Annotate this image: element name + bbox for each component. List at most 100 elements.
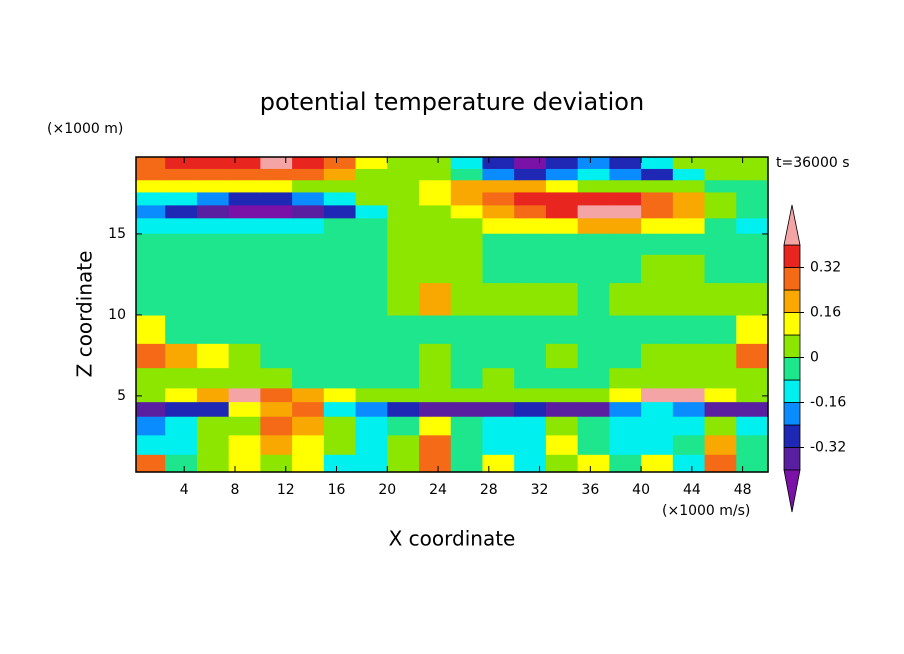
contour-cell xyxy=(387,343,420,369)
contour-cell xyxy=(260,454,293,473)
contour-cell xyxy=(228,191,261,206)
contour-cell xyxy=(355,233,388,255)
contour-cell xyxy=(514,367,547,389)
contour-cell xyxy=(196,282,230,316)
contour-cell xyxy=(355,387,388,403)
contour-cell xyxy=(228,233,261,255)
contour-cell xyxy=(419,233,452,255)
contour-cell xyxy=(292,387,325,403)
contour-cell xyxy=(355,343,388,369)
contour-cell xyxy=(260,434,293,455)
contour-cell xyxy=(450,282,484,316)
contour-cell xyxy=(482,157,515,169)
contour-cell xyxy=(482,434,515,455)
contour-cell xyxy=(609,416,642,436)
contour-cell xyxy=(260,179,293,193)
contour-cell xyxy=(165,387,198,403)
contour-cell xyxy=(672,343,706,369)
contour-cell xyxy=(450,401,484,417)
contour-cell xyxy=(165,343,198,369)
contour-cell xyxy=(323,168,357,181)
contour-cell xyxy=(641,191,674,206)
contour-cell xyxy=(736,387,769,403)
contour-cell xyxy=(387,416,420,436)
contour-cell xyxy=(387,401,420,417)
contour-cell xyxy=(609,314,642,344)
contour-cell xyxy=(419,454,452,473)
contour-cell xyxy=(228,454,261,473)
contour-cell xyxy=(736,401,769,417)
contour-cell xyxy=(450,191,484,206)
contour-cell xyxy=(641,217,674,234)
contour-cell xyxy=(545,367,579,389)
contour-cell xyxy=(641,343,674,369)
contour-cell xyxy=(260,254,293,284)
contour-cell xyxy=(577,282,610,316)
contour-cell xyxy=(136,204,166,219)
y-tick-label: 5 xyxy=(117,388,126,404)
contour-cell xyxy=(545,434,579,455)
x-tick-label: 16 xyxy=(328,482,346,498)
contour-cell xyxy=(672,204,706,219)
contour-cell xyxy=(545,343,579,369)
contour-cell xyxy=(419,387,452,403)
contour-cell xyxy=(355,254,388,284)
contour-cell xyxy=(450,314,484,344)
contour-cell xyxy=(136,343,166,369)
contour-cell xyxy=(641,454,674,473)
contour-cell xyxy=(609,454,642,473)
contour-cell xyxy=(704,367,737,389)
contour-cell xyxy=(704,254,737,284)
contour-cell xyxy=(323,157,357,169)
contour-cell xyxy=(260,282,293,316)
contour-cell xyxy=(482,233,515,255)
contour-cell xyxy=(387,157,420,169)
contour-cell xyxy=(450,416,484,436)
contour-cell xyxy=(514,168,547,181)
contour-cell xyxy=(514,191,547,206)
x-tick-label: 40 xyxy=(632,482,650,498)
contour-cell xyxy=(450,454,484,473)
contour-cell xyxy=(736,416,769,436)
contour-cell xyxy=(196,343,230,369)
contour-cell xyxy=(736,217,769,234)
colorbar-segment xyxy=(783,379,801,403)
contour-cell xyxy=(260,157,293,169)
contour-cell xyxy=(136,233,166,255)
contour-cell xyxy=(545,282,579,316)
contour-cell xyxy=(482,282,515,316)
contour-cell xyxy=(165,217,198,234)
contour-cell xyxy=(196,387,230,403)
contour-cell xyxy=(704,217,737,234)
contour-cell xyxy=(323,217,357,234)
contour-cell xyxy=(292,254,325,284)
contour-cell xyxy=(577,179,610,193)
contour-cell xyxy=(482,179,515,193)
contour-cell xyxy=(387,434,420,455)
contour-cell xyxy=(323,434,357,455)
contour-cell xyxy=(609,343,642,369)
colorbar-tick-label: -0.16 xyxy=(810,395,846,411)
contour-cell xyxy=(419,204,452,219)
contour-cell xyxy=(165,168,198,181)
contour-cell xyxy=(545,233,579,255)
contour-cell xyxy=(387,179,420,193)
contour-cell xyxy=(514,314,547,344)
contour-cell xyxy=(387,387,420,403)
contour-cell xyxy=(641,416,674,436)
contour-cell xyxy=(577,314,610,344)
contour-cell xyxy=(387,254,420,284)
colorbar-segment xyxy=(783,447,801,471)
contour-cell xyxy=(514,233,547,255)
contour-cell xyxy=(450,367,484,389)
contour-cell xyxy=(577,254,610,284)
contour-cell xyxy=(165,254,198,284)
contour-cell xyxy=(482,204,515,219)
contour-cell xyxy=(419,217,452,234)
contour-cell xyxy=(514,387,547,403)
contour-cell xyxy=(292,179,325,193)
contour-cell xyxy=(736,157,769,169)
contour-cell xyxy=(260,343,293,369)
contour-cell xyxy=(196,401,230,417)
contour-cell xyxy=(323,343,357,369)
